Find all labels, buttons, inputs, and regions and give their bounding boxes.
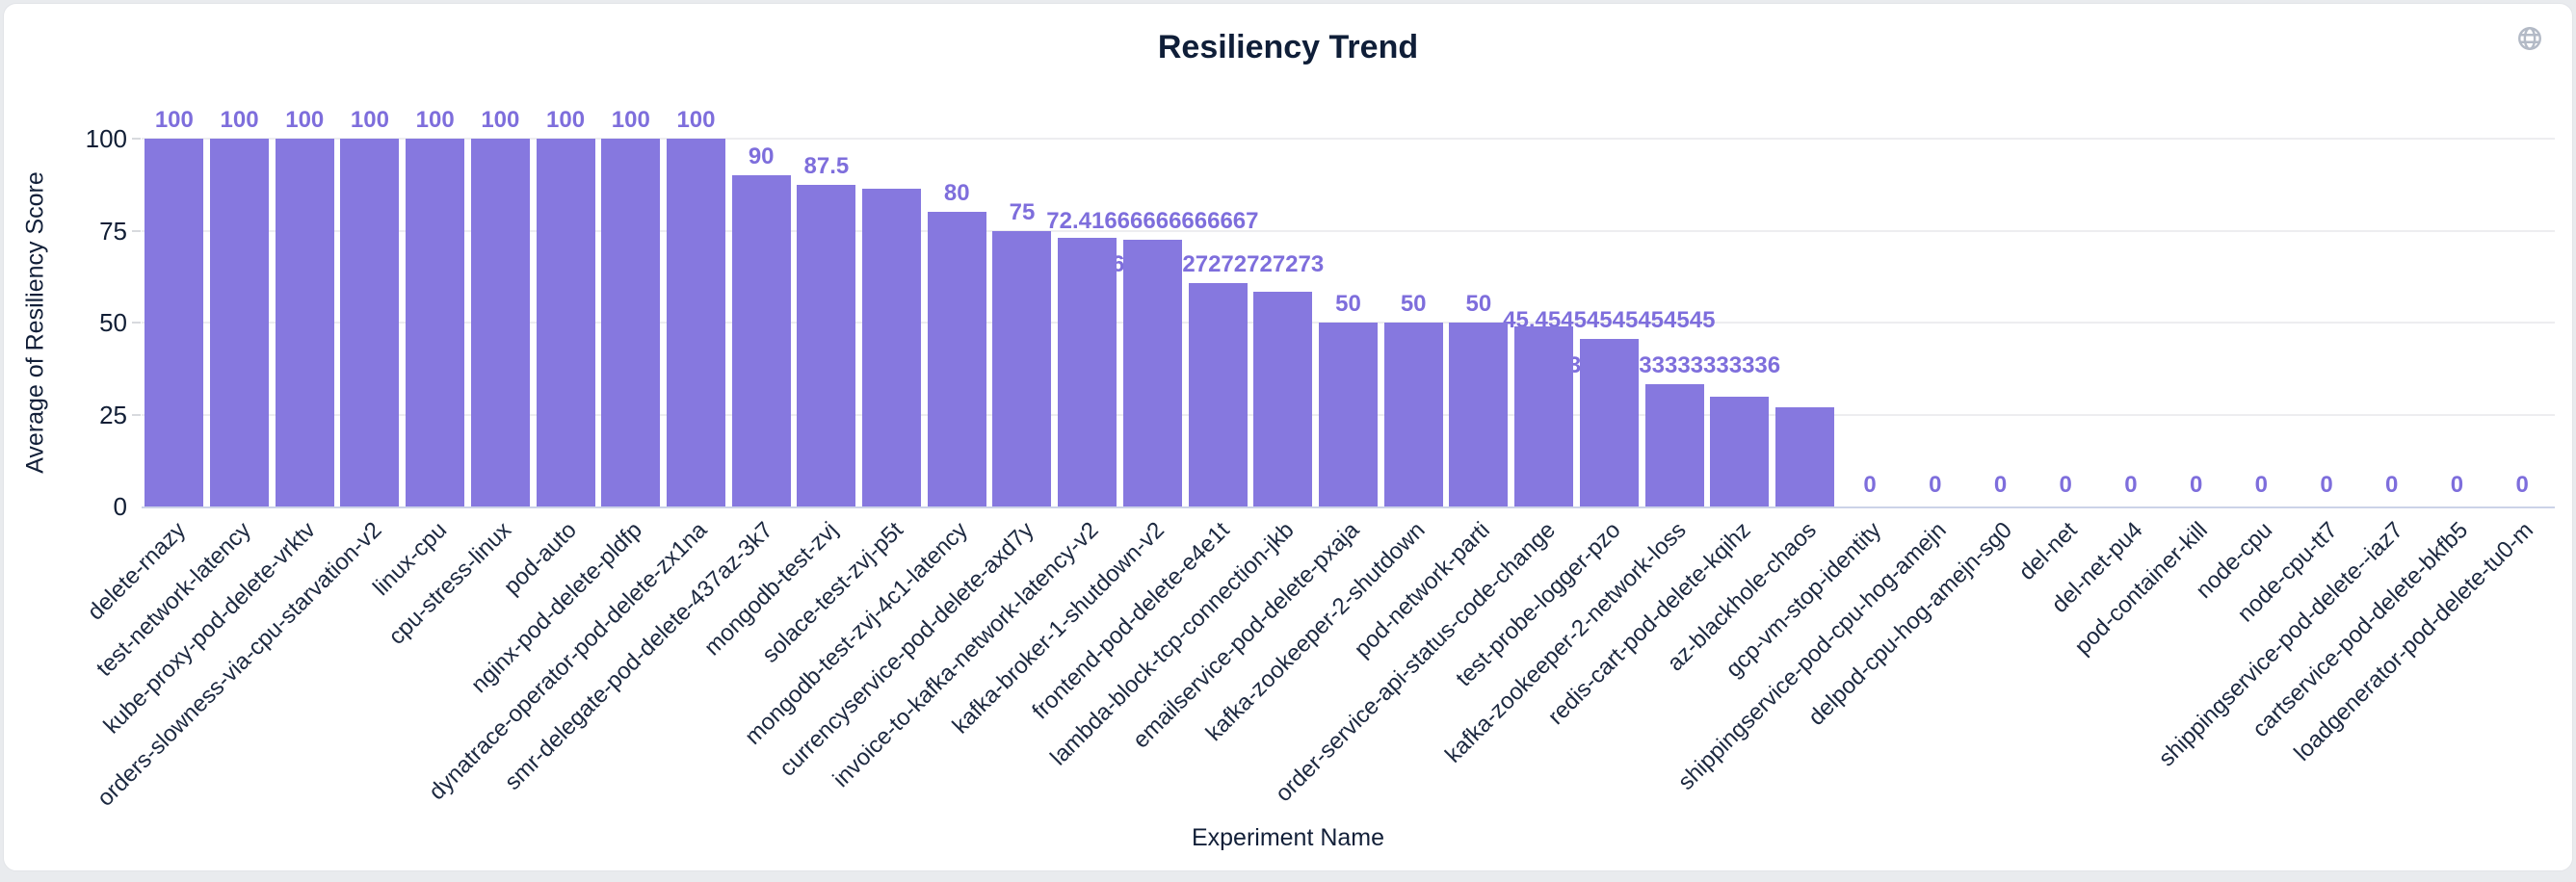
bar[interactable] [1710, 397, 1770, 506]
bar-value-label: 100 [415, 107, 455, 133]
bar[interactable] [1383, 323, 1443, 506]
bar-value-label: 72.41666666666667 [1046, 208, 1259, 235]
y-axis-tick-label: 0 [113, 492, 127, 521]
bar-value-label: 100 [611, 107, 650, 133]
bar-value-label: 100 [285, 107, 325, 133]
bar[interactable] [1122, 240, 1182, 506]
bar[interactable] [210, 139, 270, 506]
bar[interactable] [601, 139, 661, 506]
bar-value-label: 0 [2124, 472, 2138, 498]
y-axis-tick-label: 100 [85, 124, 127, 153]
bar-value-label: 75 [1009, 198, 1036, 225]
bar[interactable] [666, 139, 725, 506]
bar[interactable] [1644, 383, 1704, 506]
bar-value-label: 0 [2189, 472, 2203, 498]
bar[interactable] [340, 139, 400, 506]
y-axis-tick [132, 322, 141, 324]
bar-value-label: 0 [2385, 472, 2399, 498]
gridline [142, 138, 2555, 140]
bar[interactable] [1449, 323, 1509, 506]
page-title: Resiliency Trend [1157, 29, 1419, 65]
x-axis-category-label: loadgenerator-pod-delete-tu0-m [2289, 517, 2539, 766]
bar[interactable] [1319, 323, 1378, 506]
bar-value-label: 100 [676, 107, 716, 133]
bar-value-label: 0 [1993, 472, 2008, 498]
bar[interactable] [536, 139, 595, 506]
y-axis-tick-label: 75 [99, 216, 127, 246]
y-axis-tick-label: 25 [99, 400, 127, 429]
y-axis-tick [132, 138, 141, 140]
bar[interactable] [1188, 283, 1248, 506]
bar-value-label: 0 [2059, 472, 2072, 498]
bar[interactable] [797, 184, 856, 506]
bar[interactable] [470, 139, 530, 506]
gridline [142, 229, 2555, 232]
bar[interactable] [1579, 339, 1639, 506]
bar-value-label: 0 [2254, 472, 2269, 498]
bar[interactable] [145, 139, 204, 506]
bar[interactable] [1514, 325, 1574, 506]
bar-value-label: 50 [1335, 291, 1361, 317]
bar[interactable] [862, 188, 922, 506]
y-axis-tick-label: 50 [99, 308, 127, 337]
bar-value-label: 0 [2515, 472, 2529, 498]
bar-value-label: 50 [1465, 291, 1492, 317]
bar[interactable] [1774, 406, 1834, 506]
x-axis-category-label: kafka-zookeeper-2-network-loss [1439, 517, 1692, 768]
bar-value-label: 100 [154, 107, 194, 133]
bar[interactable] [992, 230, 1052, 506]
bar-value-label: 100 [546, 107, 586, 133]
bar-value-label: 100 [481, 107, 520, 133]
bar[interactable] [927, 212, 986, 506]
bar-value-label: 80 [943, 180, 970, 207]
chart-card: Resiliency Trend Average of Resiliency S… [3, 3, 2573, 871]
x-axis-line [142, 506, 2555, 508]
bar-value-label: 0 [2450, 472, 2464, 498]
bar-value-label: 90 [748, 143, 775, 170]
bar-value-label: 0 [1929, 472, 1942, 498]
bar-value-label: 0 [2320, 472, 2333, 498]
x-axis-title: Experiment Name [1191, 824, 1385, 851]
bar[interactable] [1058, 238, 1117, 506]
bar-value-label: 100 [220, 107, 259, 133]
bar-value-label: 87.5 [803, 152, 850, 179]
y-axis-tick [132, 229, 141, 232]
y-axis-title: Average of Resiliency Score [21, 171, 49, 474]
bar[interactable] [1253, 292, 1313, 506]
bar[interactable] [275, 139, 334, 506]
y-axis-tick [132, 413, 141, 416]
bar-value-label: 0 [1863, 472, 1877, 498]
globe-icon[interactable] [2516, 25, 2543, 52]
bar-value-label: 100 [350, 107, 389, 133]
bar[interactable] [731, 175, 791, 506]
bar-value-label: 50 [1400, 291, 1427, 317]
bar[interactable] [406, 139, 465, 506]
